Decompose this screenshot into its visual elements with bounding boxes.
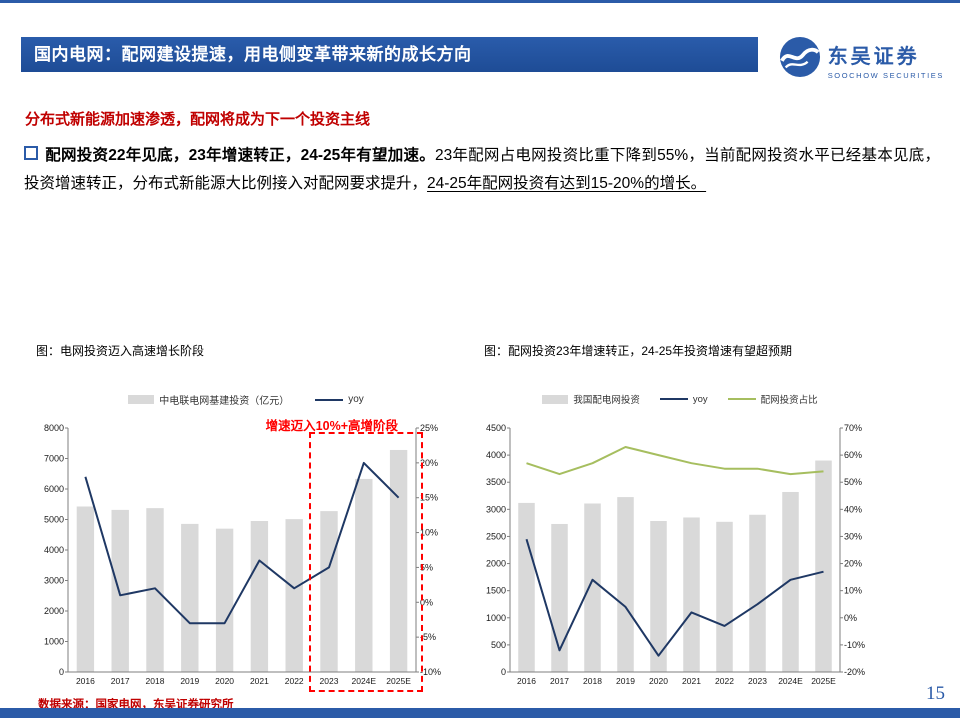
legend-label: 我国配电网投资 xyxy=(573,395,640,406)
svg-text:3000: 3000 xyxy=(486,504,506,514)
svg-text:4500: 4500 xyxy=(486,423,506,433)
top-accent-line xyxy=(0,0,960,3)
paragraph-regular: 23年配网占电网投资比重下降到55%，当前配网投资水平已经基本见底，投资增速转正… xyxy=(24,147,940,192)
svg-text:2021: 2021 xyxy=(250,676,269,686)
svg-text:2500: 2500 xyxy=(486,531,506,541)
svg-text:6000: 6000 xyxy=(44,484,64,494)
svg-text:2025E: 2025E xyxy=(386,676,411,686)
legend-bar-swatch xyxy=(542,394,569,404)
chart-legend-right: 我国配电网投资 yoy 配网投资占比 xyxy=(476,392,884,406)
svg-text:2018: 2018 xyxy=(583,676,602,686)
svg-text:8000: 8000 xyxy=(44,423,64,433)
svg-text:0%: 0% xyxy=(844,613,857,623)
svg-text:20%: 20% xyxy=(844,559,862,569)
chart-title-right: 图：配网投资23年增速转正，24-25年投资增速有望超预期 xyxy=(484,344,793,358)
svg-text:40%: 40% xyxy=(844,504,862,514)
svg-text:25%: 25% xyxy=(420,423,438,433)
brand-name-en: SOOCHOW SECURITIES xyxy=(827,70,944,80)
legend-item: 配网投资占比 xyxy=(727,392,818,406)
svg-text:4000: 4000 xyxy=(486,450,506,460)
svg-text:1500: 1500 xyxy=(486,586,506,596)
svg-text:-20%: -20% xyxy=(844,667,865,677)
chart-canvas-right: 0 500 1000 1500 2000 2500 3000 3500 4000 4500 -20%… xyxy=(486,423,865,686)
legend-label: 配网投资占比 xyxy=(760,395,818,406)
svg-text:2016: 2016 xyxy=(76,676,95,686)
svg-text:7000: 7000 xyxy=(44,454,64,464)
svg-text:2023: 2023 xyxy=(320,676,339,686)
legend-item: yoy xyxy=(659,393,708,405)
svg-text:10%: 10% xyxy=(420,528,438,538)
legend-line-swatch xyxy=(659,398,688,400)
svg-text:2022: 2022 xyxy=(285,676,304,686)
svg-text:2023: 2023 xyxy=(748,676,767,686)
paragraph-bold: 配网投资22年见底，23年增速转正，24-25年有望加速。 xyxy=(45,147,435,164)
svg-text:2020: 2020 xyxy=(215,676,234,686)
svg-text:2018: 2018 xyxy=(146,676,165,686)
svg-text:1000: 1000 xyxy=(486,613,506,623)
svg-text:-5%: -5% xyxy=(420,632,436,642)
svg-text:2019: 2019 xyxy=(180,676,199,686)
header-bar: 国内电网：配网建设提速，用电侧变革带来新的成长方向 xyxy=(21,37,758,72)
legend-bar-swatch xyxy=(128,395,155,404)
legend-item: 中电联电网基建投资（亿元） xyxy=(128,392,289,407)
svg-text:2000: 2000 xyxy=(486,559,506,569)
chart-distribution-investment: 图：配网投资23年增速转正，24-25年投资增速有望超预期 我国配电网投资 yo… xyxy=(476,342,884,714)
svg-text:10%: 10% xyxy=(844,586,862,596)
chart-legend-left: 中电联电网基建投资（亿元） yoy xyxy=(28,392,464,407)
soochow-logo-icon xyxy=(779,36,821,83)
svg-text:-10%: -10% xyxy=(844,640,865,650)
legend-line-swatch xyxy=(315,398,344,401)
svg-text:3000: 3000 xyxy=(44,576,64,586)
section-subtitle: 分布式新能源加速渗透，配网将成为下一个投资主线 xyxy=(25,111,371,128)
page-title: 国内电网：配网建设提速，用电侧变革带来新的成长方向 xyxy=(34,45,472,64)
svg-text:500: 500 xyxy=(491,640,506,650)
chart-title-left: 图：电网投资迈入高速增长阶段 xyxy=(36,344,205,358)
body-paragraph: 配网投资22年见底，23年增速转正，24-25年有望加速。23年配网占电网投资比… xyxy=(24,142,940,198)
svg-text:2017: 2017 xyxy=(550,676,569,686)
svg-text:2016: 2016 xyxy=(517,676,536,686)
svg-text:0: 0 xyxy=(59,667,64,677)
page-number: 15 xyxy=(926,683,945,704)
svg-text:3500: 3500 xyxy=(486,477,506,487)
svg-text:30%: 30% xyxy=(844,531,862,541)
bottom-accent-bar xyxy=(0,708,960,718)
legend-item: yoy xyxy=(315,394,364,405)
legend-item: 我国配电网投资 xyxy=(542,392,640,406)
brand-name: 东吴证券 xyxy=(827,45,920,68)
svg-text:4000: 4000 xyxy=(44,545,64,555)
svg-text:60%: 60% xyxy=(844,450,862,460)
legend-label: yoy xyxy=(348,394,364,405)
legend-label: 中电联电网基建投资（亿元） xyxy=(159,396,290,407)
svg-text:2017: 2017 xyxy=(111,676,130,686)
svg-text:2019: 2019 xyxy=(616,676,635,686)
svg-text:2000: 2000 xyxy=(44,606,64,616)
svg-text:50%: 50% xyxy=(844,477,862,487)
svg-text:-10%: -10% xyxy=(420,667,441,677)
svg-text:20%: 20% xyxy=(420,458,438,468)
svg-text:5000: 5000 xyxy=(44,515,64,525)
legend-label: yoy xyxy=(692,393,708,405)
svg-text:2022: 2022 xyxy=(715,676,734,686)
legend-line-swatch xyxy=(727,398,756,400)
svg-text:2024E: 2024E xyxy=(778,676,803,686)
svg-text:15%: 15% xyxy=(420,493,438,503)
square-bullet-icon xyxy=(24,146,38,160)
brand-logo: 东吴证券 SOOCHOW SECURITIES xyxy=(779,36,944,83)
svg-text:1000: 1000 xyxy=(44,637,64,647)
paragraph-underlined: 24-25年配网投资有达到15-20%的增长。 xyxy=(427,174,707,192)
chart-grid-investment: 图：电网投资迈入高速增长阶段 中电联电网基建投资（亿元） yoy 0 1000 20… xyxy=(28,342,464,714)
growth-annotation-box xyxy=(309,432,423,692)
svg-text:0: 0 xyxy=(501,667,506,677)
svg-text:2024E: 2024E xyxy=(352,676,377,686)
svg-text:5%: 5% xyxy=(420,562,433,572)
chart-canvas-left: 0 1000 2000 3000 4000 5000 6000 7000 8000 -10% -5%… xyxy=(44,423,441,686)
svg-text:2020: 2020 xyxy=(649,676,668,686)
svg-text:2025E: 2025E xyxy=(811,676,836,686)
svg-text:0%: 0% xyxy=(420,597,433,607)
growth-annotation-label: 增速迈入10%+高增阶段 xyxy=(265,419,398,433)
svg-text:70%: 70% xyxy=(844,423,862,433)
svg-text:2021: 2021 xyxy=(682,676,701,686)
